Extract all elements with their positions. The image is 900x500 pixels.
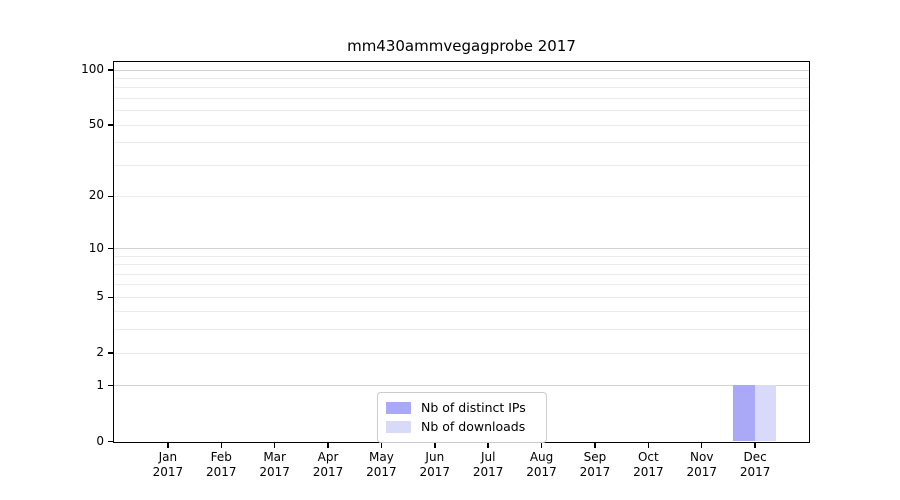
minor-gridline [114, 195, 809, 197]
x-tick-label: May 2017 [366, 450, 397, 479]
x-tick-mark [220, 443, 223, 448]
x-tick-label: Jul 2017 [472, 450, 504, 479]
y-tick-mark [108, 69, 113, 71]
y-tick-label: 0 [96, 433, 104, 448]
major-gridline [114, 69, 809, 71]
y-tick-label: 2 [96, 345, 104, 360]
y-tick-label: 100 [81, 62, 104, 77]
y-tick-label: 20 [88, 188, 104, 203]
legend-item-distinct-ips: Nb of distinct IPs [386, 398, 538, 417]
x-tick-label: Jun 2017 [419, 450, 451, 479]
x-tick-label: Aug 2017 [526, 450, 557, 479]
x-tick-mark [380, 443, 383, 448]
x-tick-mark [434, 443, 436, 448]
x-tick-mark [273, 443, 276, 448]
y-tick-mark [108, 247, 113, 250]
minor-gridline [114, 97, 809, 99]
y-tick-mark [108, 440, 113, 443]
x-tick-mark [167, 443, 169, 448]
minor-gridline [114, 77, 809, 79]
x-tick-mark [487, 443, 489, 448]
minor-gridline [114, 255, 809, 257]
minor-gridline [114, 284, 809, 286]
chart-title: mm430ammvegagprobe 2017 [347, 37, 576, 55]
x-tick-label: Feb 2017 [205, 450, 237, 479]
y-tick-mark [108, 296, 113, 299]
minor-gridline [114, 273, 809, 275]
x-tick-mark [594, 443, 596, 448]
legend-label-downloads: Nb of downloads [421, 419, 526, 434]
minor-gridline [114, 124, 809, 126]
legend-swatch-downloads-icon [386, 420, 411, 433]
x-tick-mark [647, 443, 650, 448]
x-tick-mark [540, 443, 543, 448]
x-tick-label: Oct 2017 [633, 450, 664, 479]
x-tick-label: Sep 2017 [579, 450, 611, 479]
x-tick-label: Dec 2017 [739, 450, 771, 479]
major-gridline [114, 385, 809, 387]
y-tick-mark [108, 195, 113, 198]
minor-gridline [114, 311, 809, 313]
x-tick-label: Jan 2017 [152, 450, 184, 479]
x-tick-label: Apr 2017 [312, 450, 344, 479]
minor-gridline [114, 110, 809, 112]
x-tick-label: Mar 2017 [259, 450, 290, 479]
y-tick-label: 50 [88, 117, 104, 132]
x-tick-mark [700, 443, 703, 448]
y-tick-label: 10 [88, 240, 104, 255]
plot-area [113, 61, 810, 443]
legend-item-downloads: Nb of downloads [386, 417, 538, 436]
legend-label-distinct-ips: Nb of distinct IPs [421, 400, 526, 415]
legend-swatch-distinct-ips-icon [386, 401, 411, 414]
minor-gridline [114, 87, 809, 89]
bar-downloads [754, 385, 776, 441]
y-tick-mark [108, 384, 113, 387]
legend: Nb of distinct IPs Nb of downloads [377, 392, 547, 443]
bar-distinct-ips [733, 385, 755, 441]
minor-gridline [114, 329, 809, 331]
x-tick-label: Nov 2017 [686, 450, 717, 479]
y-tick-mark [108, 124, 113, 126]
y-tick-mark [108, 352, 113, 354]
y-tick-label: 1 [96, 377, 104, 392]
minor-gridline [114, 296, 809, 298]
minor-gridline [114, 164, 809, 166]
major-gridline [114, 248, 809, 250]
minor-gridline [114, 352, 809, 354]
x-tick-mark [754, 443, 756, 448]
y-tick-label: 5 [96, 289, 104, 304]
minor-gridline [114, 264, 809, 266]
minor-gridline [114, 142, 809, 144]
x-tick-mark [327, 443, 329, 448]
